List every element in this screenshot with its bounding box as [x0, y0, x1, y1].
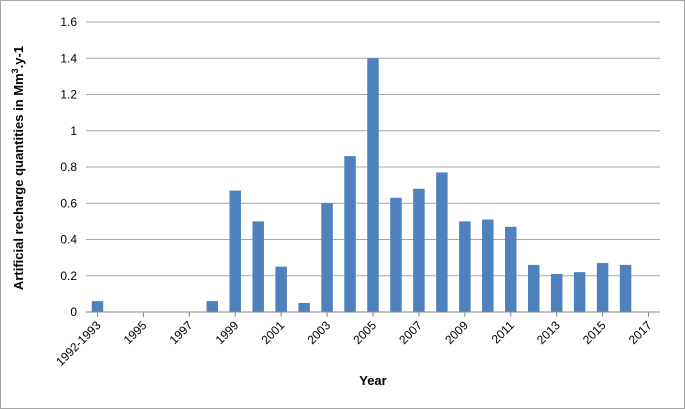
y-axis-title: Artificial recharge quantities in Mm3.y-…: [10, 46, 26, 290]
y-axis-tick-labels: 0 0.2 0.4 0.6 0.8 1 1.2 1.4 1.6: [60, 15, 77, 319]
x-tick-label: 2001: [258, 318, 287, 347]
bar: [206, 301, 219, 312]
x-axis-title: Year: [359, 373, 386, 388]
bar: [367, 58, 379, 312]
y-axis-title-tail: .y-1: [11, 46, 26, 68]
bar: [505, 226, 517, 312]
bar: [596, 263, 609, 312]
y-tick-label: 1.4: [60, 51, 77, 65]
bar: [573, 272, 586, 312]
bar: [459, 221, 471, 312]
x-tick-label: 2017: [626, 318, 655, 347]
y-axis-title-main: Artificial recharge quantities in Mm: [11, 73, 26, 290]
x-tick-label: 1999: [213, 318, 242, 347]
bar: [436, 172, 448, 312]
bar: [321, 203, 333, 312]
x-tick-label: 2013: [534, 318, 563, 347]
y-tick-label: 0.4: [60, 233, 77, 247]
bar: [275, 266, 287, 312]
x-tick-label: 2005: [350, 318, 379, 347]
x-tick-label: 2007: [396, 318, 425, 347]
y-tick-label: 0.8: [60, 160, 77, 174]
bar: [344, 156, 356, 312]
y-axis-title-superscript: 3: [10, 68, 20, 73]
x-tick-label: 1997: [167, 318, 196, 347]
x-tick-label: 2011: [489, 318, 517, 346]
bar: [298, 302, 310, 312]
bar: [482, 219, 494, 312]
y-tick-label: 0: [70, 305, 77, 319]
x-tick-label: 2015: [580, 318, 609, 347]
bar: [229, 190, 241, 312]
bar: [550, 273, 563, 312]
bar: [252, 221, 264, 312]
bar: [413, 188, 425, 312]
y-tick-label: 0.2: [60, 269, 77, 283]
bar: [390, 197, 402, 312]
y-tick-label: 1.2: [60, 88, 77, 102]
bars: [91, 58, 632, 312]
x-tick-label: 2009: [442, 318, 471, 347]
y-tick-label: 0.6: [60, 196, 77, 210]
y-tick-label: 1.6: [60, 15, 77, 29]
bar: [527, 264, 540, 312]
bar: [619, 264, 632, 312]
x-tick-label: 2003: [304, 318, 333, 347]
x-axis-tick-labels: 1992-1993 1995 1997 1999 2001 2003 2005 2007 200…: [53, 312, 655, 369]
bar: [91, 301, 104, 312]
y-tick-label: 1: [70, 124, 77, 138]
x-tick-label: 1992-1993: [53, 318, 104, 369]
x-tick-label: 1995: [121, 318, 150, 347]
